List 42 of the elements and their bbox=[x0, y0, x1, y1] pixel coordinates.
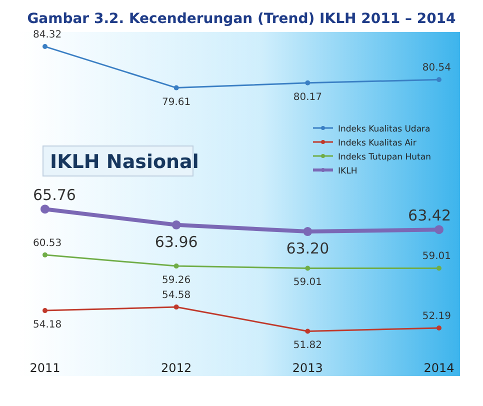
data-label: 63.96 bbox=[154, 232, 198, 251]
x-tick-label: 2012 bbox=[161, 361, 192, 375]
data-label: 65.76 bbox=[33, 186, 76, 204]
point bbox=[174, 85, 179, 90]
data-label: 52.19 bbox=[422, 310, 451, 322]
legend-label: IKLH bbox=[338, 166, 358, 176]
x-tick-label: 2013 bbox=[292, 361, 323, 375]
chart-title: Gambar 3.2. Kecenderungan (Trend) IKLH 2011 – 2014 bbox=[27, 11, 456, 27]
point bbox=[305, 80, 310, 86]
data-label: 59.01 bbox=[293, 277, 322, 288]
legend-label: Indeks Kualitas Udara bbox=[338, 124, 430, 134]
data-label: 60.53 bbox=[33, 238, 62, 249]
point bbox=[172, 220, 181, 230]
data-label: 80.54 bbox=[422, 62, 451, 74]
point bbox=[40, 204, 50, 214]
point bbox=[436, 77, 442, 82]
annotation: IKLH Nasional bbox=[50, 151, 199, 173]
point bbox=[305, 328, 310, 334]
point bbox=[42, 252, 48, 258]
legend-label: Indeks Tutupan Hutan bbox=[338, 152, 431, 162]
data-label: 80.17 bbox=[293, 92, 322, 103]
point bbox=[434, 225, 444, 234]
data-label: 59.26 bbox=[162, 275, 191, 286]
point bbox=[305, 266, 310, 271]
data-label: 84.32 bbox=[33, 30, 62, 41]
point bbox=[174, 304, 179, 310]
data-label: 63.42 bbox=[408, 206, 451, 225]
data-label: 59.01 bbox=[422, 251, 451, 262]
data-label: 63.20 bbox=[286, 240, 330, 258]
point bbox=[174, 264, 179, 269]
point bbox=[42, 308, 48, 314]
point bbox=[42, 44, 48, 50]
point bbox=[303, 227, 312, 236]
point bbox=[436, 325, 442, 330]
legend-label: Indeks Kualitas Air bbox=[338, 138, 417, 148]
data-label: 54.18 bbox=[33, 320, 62, 331]
data-label: 79.61 bbox=[162, 96, 191, 108]
point bbox=[436, 266, 442, 271]
x-tick-label: 2011 bbox=[30, 361, 60, 375]
data-label: 51.82 bbox=[293, 340, 322, 352]
x-tick-label: 2014 bbox=[424, 361, 454, 375]
data-label: 54.58 bbox=[162, 290, 191, 302]
